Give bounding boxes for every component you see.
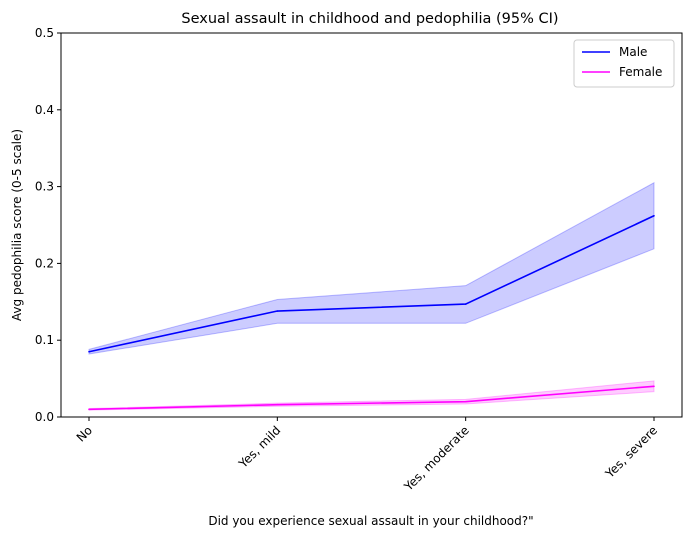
y-tick-label: 0.4 <box>35 103 54 117</box>
ci-band-male <box>88 181 655 355</box>
y-tick-label: 0.1 <box>35 333 54 347</box>
series-line-female <box>88 385 655 411</box>
ci-band-female <box>88 380 655 411</box>
y-tick-label: 0.2 <box>35 256 54 270</box>
y-tick-label: 0.3 <box>35 180 54 194</box>
legend-label-female: Female <box>619 65 662 79</box>
legend: Male Female <box>573 39 675 88</box>
chart-title: Sexual assault in childhood and pedophil… <box>181 11 558 27</box>
data-point-male <box>88 350 90 353</box>
data-point-female <box>464 400 467 403</box>
data-point-male <box>653 214 655 217</box>
x-tick-label: Yes, severe <box>602 423 660 481</box>
y-tick-label: 0.5 <box>35 26 54 40</box>
series-lines <box>88 214 655 411</box>
data-point-female <box>653 385 655 388</box>
x-axis: No Yes, mild Yes, moderate Yes, severe <box>74 417 660 494</box>
data-point-female <box>276 403 279 406</box>
x-tick-label: Yes, moderate <box>401 423 472 494</box>
x-tick-label: No <box>74 423 95 444</box>
y-axis: 0.0 0.1 0.2 0.3 0.4 0.5 <box>35 26 61 424</box>
y-axis-label: Avg pedophilia score (0-5 scale) <box>10 129 24 321</box>
legend-label-male: Male <box>619 45 647 59</box>
x-axis-label: Did you experience sexual assault in you… <box>208 514 533 528</box>
data-point-female <box>88 408 90 411</box>
series-line-male <box>88 215 655 353</box>
y-tick-label: 0.0 <box>35 410 54 424</box>
data-point-male <box>276 310 279 312</box>
plot-frame <box>60 32 683 418</box>
confidence-bands <box>88 181 655 411</box>
data-point-male <box>464 303 467 305</box>
x-tick-label: Yes, mild <box>235 423 283 471</box>
